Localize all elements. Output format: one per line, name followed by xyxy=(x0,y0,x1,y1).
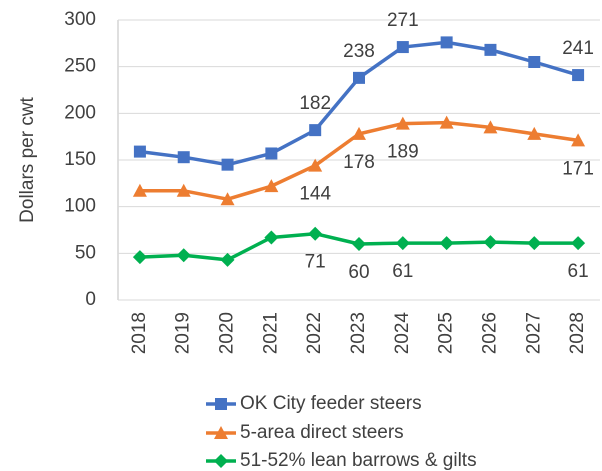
marker xyxy=(439,115,454,129)
y-tick-label: 300 xyxy=(64,9,96,30)
marker xyxy=(440,36,453,49)
marker xyxy=(353,71,365,84)
x-tick-label: 2019 xyxy=(173,312,194,354)
marker xyxy=(439,236,454,251)
marker xyxy=(396,41,409,54)
y-tick-label: 250 xyxy=(64,56,96,77)
marker xyxy=(176,183,191,197)
data-label: 189 xyxy=(387,142,419,163)
marker xyxy=(395,116,410,130)
marker xyxy=(309,124,322,137)
x-tick-label: 2022 xyxy=(304,312,325,354)
marker xyxy=(308,158,323,172)
marker xyxy=(221,158,234,171)
marker xyxy=(214,454,228,468)
data-label: 271 xyxy=(387,10,419,31)
marker xyxy=(220,192,235,206)
marker xyxy=(133,145,146,158)
data-label: 238 xyxy=(343,41,375,62)
marker xyxy=(308,226,323,241)
legend-label: OK City feeder steers xyxy=(240,393,422,414)
data-label: 71 xyxy=(305,252,326,273)
marker xyxy=(527,126,542,140)
x-tick-label: 2025 xyxy=(436,312,457,354)
x-tick-label: 2021 xyxy=(260,312,281,354)
marker xyxy=(483,120,498,134)
legend-label: 51-52% lean barrows & gilts xyxy=(240,450,477,471)
marker xyxy=(214,426,228,439)
x-tick-label: 2028 xyxy=(567,312,588,354)
marker xyxy=(264,179,279,193)
marker xyxy=(352,237,366,251)
marker xyxy=(264,230,279,245)
marker xyxy=(483,235,498,250)
x-tick-label: 2026 xyxy=(479,312,500,354)
marker xyxy=(527,236,542,251)
x-tick-label: 2018 xyxy=(129,312,150,354)
data-label: 178 xyxy=(343,152,375,173)
marker xyxy=(484,43,497,56)
data-label: 241 xyxy=(562,38,594,59)
legend-label: 5-area direct steers xyxy=(240,422,404,443)
marker xyxy=(571,236,586,251)
y-tick-label: 0 xyxy=(85,289,96,310)
data-label: 171 xyxy=(562,158,594,179)
data-label: 144 xyxy=(299,184,331,205)
data-label: 61 xyxy=(568,261,589,282)
marker xyxy=(132,250,147,265)
marker xyxy=(177,151,190,164)
marker xyxy=(395,236,410,251)
data-label: 61 xyxy=(392,261,413,282)
y-tick-label: 200 xyxy=(64,102,96,123)
marker xyxy=(265,147,278,160)
marker xyxy=(571,133,586,147)
y-tick-label: 100 xyxy=(64,196,96,217)
x-tick-label: 2027 xyxy=(523,312,544,354)
x-tick-label: 2023 xyxy=(348,312,369,354)
x-tick-label: 2024 xyxy=(392,312,413,355)
data-label: 60 xyxy=(348,262,369,283)
marker xyxy=(215,398,227,410)
marker xyxy=(528,56,541,68)
y-tick-label: 150 xyxy=(64,149,96,170)
marker xyxy=(176,248,191,263)
marker xyxy=(572,69,585,82)
marker xyxy=(220,252,235,267)
marker xyxy=(352,126,366,140)
data-label: 182 xyxy=(299,93,331,114)
y-tick-label: 50 xyxy=(75,242,96,263)
x-tick-label: 2020 xyxy=(217,312,238,354)
marker xyxy=(132,183,147,197)
y-axis-title: Dollars per cwt xyxy=(17,96,38,222)
